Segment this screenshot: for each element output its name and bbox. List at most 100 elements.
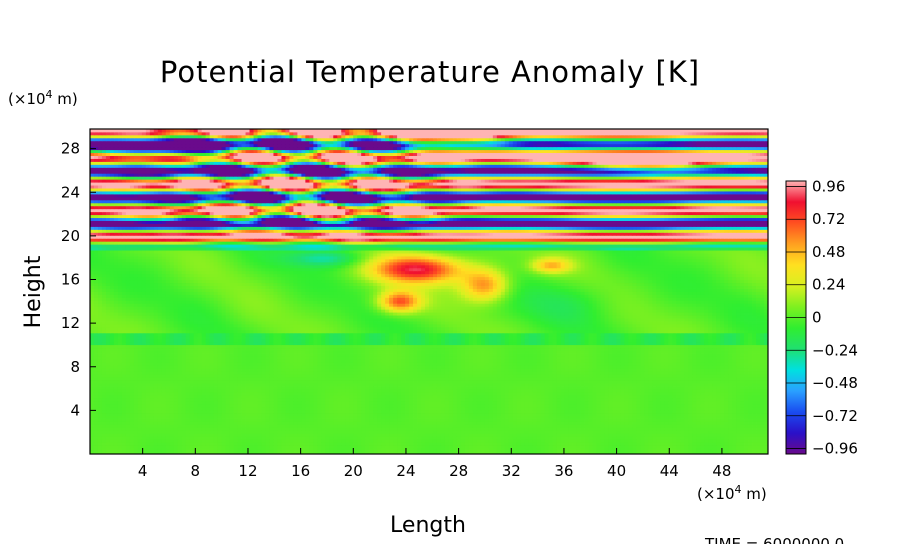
heatmap-cell [145,409,151,414]
heatmap-cell [381,421,386,425]
heatmap-cell [500,380,506,384]
heatmap-cell [548,442,554,446]
heatmap-cell [149,415,155,419]
heatmap-cell [628,377,633,381]
heatmap-cell [265,377,270,381]
heatmap-cell [716,445,721,449]
heatmap-cell [564,374,569,378]
heatmap-cell [321,445,326,449]
heatmap-cell [708,386,713,390]
heatmap-cell [436,448,442,452]
heatmap-cell [177,377,183,381]
heatmap-cell [185,421,191,425]
heatmap-cell [560,448,565,452]
heatmap-cell [604,371,609,375]
heatmap-cell [744,406,749,411]
heatmap-cell [317,406,322,411]
heatmap-cell [409,424,414,428]
heatmap-cell [464,448,470,452]
heatmap-cell [660,371,665,375]
heatmap-cell [309,433,314,437]
heatmap-cell [381,442,386,446]
heatmap-cell [556,397,562,402]
heatmap-cell [133,365,139,369]
heatmap-cell [488,451,494,454]
heatmap-cell [696,400,701,405]
heatmap-cell [744,380,749,384]
heatmap-cell [409,406,414,411]
heatmap-cell [297,421,302,425]
heatmap-cell [293,436,298,440]
heatmap-cell [417,451,422,454]
heatmap-cell [652,383,657,387]
heatmap-cell [608,371,613,375]
heatmap-cell [560,403,565,408]
heatmap-cell [277,403,282,408]
heatmap-cell [652,368,657,372]
heatmap-cell [105,424,111,428]
heatmap-cell [369,371,374,375]
heatmap-cell [385,409,390,414]
heatmap-cell [672,383,677,387]
heatmap-cell [704,436,709,440]
heatmap-cell [413,421,418,425]
heatmap-cell [205,418,211,422]
heatmap-cell [341,436,346,440]
heatmap-cell [321,424,326,428]
heatmap-cell [552,403,558,408]
heatmap-cell [105,430,111,434]
heatmap-cell [540,397,546,402]
heatmap-cell [237,442,242,446]
heatmap-cell [221,415,226,419]
heatmap-cell [472,436,478,440]
heatmap-cell [748,397,753,402]
heatmap-cell [532,418,538,422]
heatmap-cell [708,406,713,411]
heatmap-cell [361,451,366,454]
heatmap-cell [656,412,661,416]
heatmap-cell [205,427,211,431]
heatmap-cell [484,439,490,443]
heatmap-cell [241,448,246,452]
heatmap-cell [373,424,378,428]
heatmap-cell [177,451,183,454]
heatmap-cell [700,430,705,434]
heatmap-cell [564,412,569,416]
heatmap-cell [632,380,637,384]
heatmap-cell [660,391,665,396]
heatmap-cell [173,412,179,416]
heatmap-cell [432,433,438,437]
heatmap-cell [337,377,342,381]
heatmap-cell [145,377,151,381]
heatmap-cell [357,412,362,416]
heatmap-cell [532,386,538,390]
heatmap-cell [121,377,127,381]
heatmap-cell [524,397,530,402]
heatmap-cell [361,445,366,449]
heatmap-cell [752,430,757,434]
heatmap-cell [484,377,490,381]
heatmap-cell [576,418,581,422]
heatmap-cell [109,424,115,428]
heatmap-cell [752,415,757,419]
heatmap-cell [201,371,207,375]
heatmap-cell [448,386,454,390]
heatmap-cell [528,445,534,449]
heatmap-cell [225,383,230,387]
heatmap-cell [421,386,426,390]
heatmap-cell [181,421,187,425]
heatmap-cell [297,433,302,437]
heatmap-cell [456,436,462,440]
heatmap-cell [540,394,546,399]
heatmap-cell [245,433,250,437]
heatmap-cell [576,368,581,372]
heatmap-cell [448,445,454,449]
heatmap-cell [161,424,167,428]
heatmap-cell [704,418,709,422]
heatmap-cell [221,377,226,381]
heatmap-cell [237,409,242,414]
heatmap-cell [365,442,370,446]
heatmap-cell [229,403,234,408]
heatmap-cell [181,451,187,454]
heatmap-cell [544,412,550,416]
